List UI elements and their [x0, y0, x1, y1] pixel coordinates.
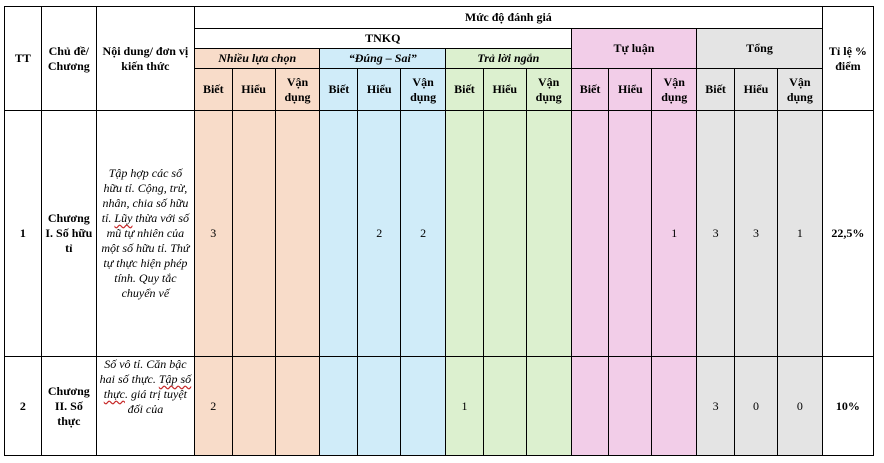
cell-tl-biet	[570, 356, 610, 456]
cell-tl-hieu	[608, 356, 653, 456]
header-nhieu-lua-chon: Nhiều lựa chọn	[193, 48, 321, 69]
cell-tong-van-dung: 0	[776, 356, 823, 456]
cell-ds-hieu: 2	[357, 110, 402, 357]
header-hieu: Hiểu	[734, 68, 778, 111]
cell-tl-van-dung: 1	[651, 110, 698, 357]
header-tong: Tổng	[696, 28, 823, 69]
cell-tln-biet: 1	[445, 356, 484, 456]
cell-tl-biet	[570, 110, 610, 357]
content-cell: Số vô tỉ. Căn bậc hai số thực. Tập số th…	[95, 356, 195, 456]
cell-tln-hieu	[482, 356, 527, 456]
cell-ds-van-dung: 2	[400, 110, 447, 357]
content-text-flagged: Tập số thực	[103, 372, 192, 401]
cell-ds-biet	[319, 356, 359, 456]
content-text: . giá trị tuyệt đối của	[125, 387, 187, 416]
content-text: Tập hợp các số hữu tỉ. Cộng, trừ, nhân, …	[101, 166, 189, 225]
header-chu-de: Chủ đề/ Chương	[40, 6, 97, 111]
content-text: Số vô tỉ. Căn bậc hai số thực.	[99, 357, 187, 387]
cell-ds-hieu	[357, 356, 402, 456]
cell-tln-van-dung	[525, 110, 572, 357]
header-biet: Biết	[319, 68, 359, 111]
cell-mcq-van-dung	[274, 110, 321, 357]
cell-tl-hieu	[608, 110, 653, 357]
cell-mcq-van-dung	[274, 356, 321, 456]
header-biet: Biết	[696, 68, 735, 111]
header-hieu: Hiểu	[608, 68, 653, 111]
header-hieu: Hiểu	[482, 68, 527, 111]
cell-mcq-biet: 2	[193, 356, 233, 456]
cell-tl-van-dung	[651, 356, 698, 456]
chapter-name: Chương II. Số thực	[40, 356, 97, 456]
chapter-name: Chương I. Số hữu tỉ	[40, 110, 97, 357]
header-van-dung: Vận dụng	[274, 68, 321, 111]
cell-ds-van-dung	[400, 356, 447, 456]
header-van-dung: Vận dụng	[776, 68, 823, 111]
header-tra-loi-ngan: Trả lời ngắn	[445, 48, 572, 69]
header-van-dung: Vận dụng	[651, 68, 698, 111]
header-hieu: Hiểu	[357, 68, 402, 111]
cell-tong-hieu: 3	[734, 110, 778, 357]
cell-tong-van-dung: 1	[776, 110, 823, 357]
cell-tong-biet: 3	[696, 110, 735, 357]
header-muc-do-danh-gia: Mức độ đánh giá	[193, 6, 823, 29]
row-number: 2	[4, 356, 42, 456]
header-biet: Biết	[445, 68, 484, 111]
header-van-dung: Vận dụng	[400, 68, 447, 111]
cell-tln-van-dung	[525, 356, 572, 456]
cell-mcq-hieu	[231, 110, 276, 357]
assessment-matrix-table: TT Chủ đề/ Chương Nội dung/ đơn vị kiến …	[4, 6, 875, 456]
header-tu-luan: Tự luận	[570, 28, 698, 69]
content-text: thừa với số mũ tự nhiên của một số hữu t…	[101, 211, 190, 300]
cell-ds-biet	[319, 110, 359, 357]
header-hieu: Hiểu	[231, 68, 276, 111]
header-tnkq: TNKQ	[193, 28, 572, 49]
cell-mcq-hieu	[231, 356, 276, 456]
row-number: 1	[4, 110, 42, 357]
table-row: 2 Chương II. Số thực Số vô tỉ. Căn bậc h…	[4, 356, 875, 456]
cell-tong-hieu: 0	[734, 356, 778, 456]
cell-tln-hieu	[482, 110, 527, 357]
cell-ti-le: 22,5%	[821, 110, 875, 357]
header-van-dung: Vận dụng	[525, 68, 572, 111]
cell-tong-biet: 3	[696, 356, 735, 456]
table-row: 1 Chương I. Số hữu tỉ Tập hợp các số hữu…	[4, 110, 875, 357]
content-cell: Tập hợp các số hữu tỉ. Cộng, trừ, nhân, …	[95, 110, 195, 357]
header-ti-le: Tỉ lệ % điểm	[821, 6, 875, 111]
header-tt: TT	[4, 6, 42, 111]
header-noi-dung: Nội dung/ đơn vị kiến thức	[95, 6, 195, 111]
cell-mcq-biet: 3	[193, 110, 233, 357]
header-biet: Biết	[193, 68, 233, 111]
content-text-flagged: Lũy	[114, 211, 133, 225]
header-dung-sai: “Đúng – Sai”	[319, 48, 447, 69]
header-biet: Biết	[570, 68, 610, 111]
cell-ti-le: 10%	[821, 356, 875, 456]
cell-tln-biet	[445, 110, 484, 357]
